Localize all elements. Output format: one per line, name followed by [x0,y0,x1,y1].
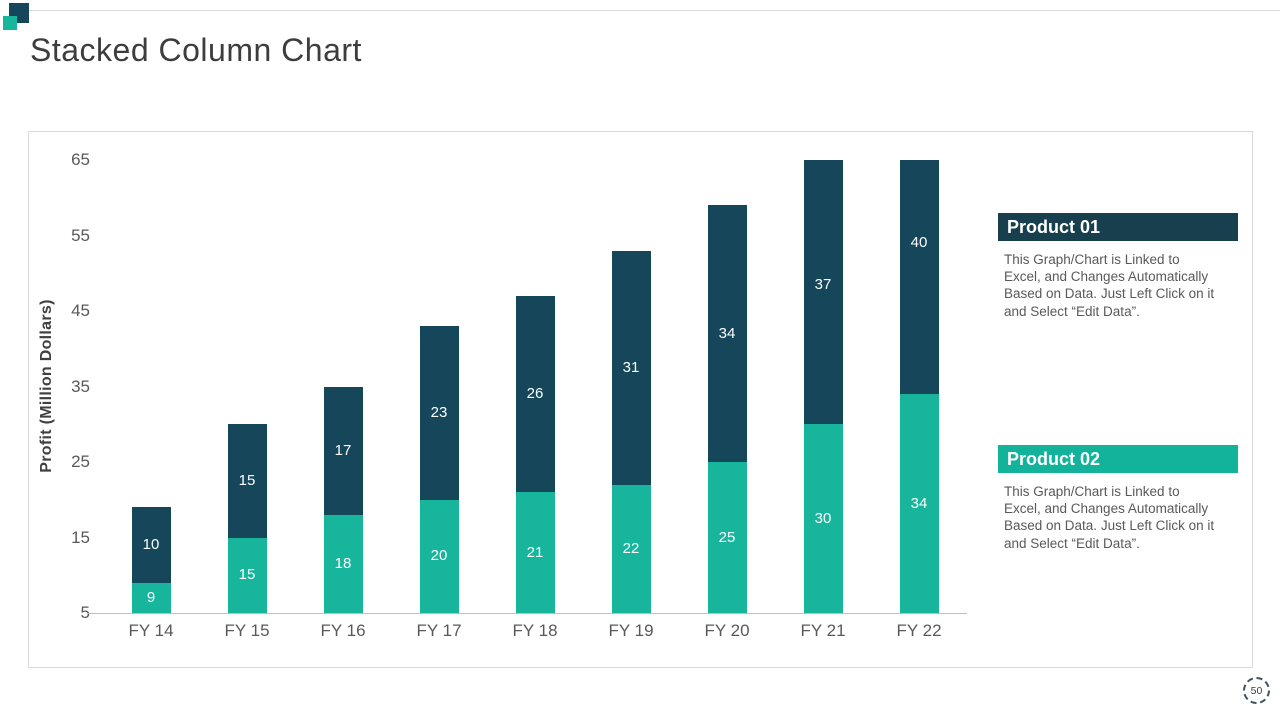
description-line: This Graph/Chart is Linked to [1004,484,1180,499]
bar-segment-product-01[interactable] [515,295,555,493]
bar-label-product-02: 20 [430,547,448,565]
y-axis-tick-label: 35 [71,376,90,396]
description-line: and Select “Edit Data”. [1004,535,1140,551]
bar-label-product-02: 25 [718,528,736,546]
description-line: Excel, and Changes Automatically [1004,269,1209,285]
bar-label-product-01: 23 [430,403,448,421]
bar-segment-product-02[interactable] [611,484,651,613]
y-axis-tick-label: 5 [80,603,90,622]
description-line: Excel, and Changes Automatically [1004,501,1209,517]
bar-label-product-02: 18 [334,554,352,572]
bar-label-product-01: 26 [526,385,544,403]
bar-segment-product-02[interactable] [419,499,459,613]
bar-segment-product-01[interactable] [611,250,651,485]
legend-product-01-header: Product 01 [998,213,1238,241]
bar-label-product-01: 17 [334,441,352,459]
bar-label-product-01: 10 [142,536,160,554]
bar-segment-product-01[interactable] [899,160,939,395]
description-line: This Graph/Chart is Linked to [1004,252,1180,267]
y-axis-tick-label: 15 [71,527,90,547]
legend-product-02-description: This Graph/Chart is Linked to Excel, and … [1004,483,1242,552]
page-number-badge: 50 [1243,677,1270,704]
x-axis-category-label: FY 21 [800,621,846,640]
bar-segment-product-02[interactable] [131,582,171,613]
bar-label-product-01: 37 [814,275,832,293]
y-axis-tick-label: 55 [71,225,90,245]
page-title: Stacked Column Chart [30,32,362,68]
bar-segment-product-02[interactable] [899,394,939,613]
x-axis-category-label: FY 20 [704,621,750,640]
y-axis-tick-label: 65 [71,150,90,169]
bar-label-product-01: 40 [910,234,928,252]
bar-label-product-02: 22 [622,539,640,557]
page-number: 50 [1250,684,1263,697]
decorative-teal-square-icon [3,16,17,30]
legend-product-02-header: Product 02 [998,445,1238,473]
x-axis-line [87,613,967,614]
x-axis-category-label: FY 15 [224,621,270,640]
bar-segment-product-02[interactable] [803,424,843,613]
bar-segment-product-02[interactable] [227,537,267,613]
x-axis-category-label: FY 17 [416,621,462,640]
bar-label-product-01: 15 [238,471,256,489]
bar-segment-product-01[interactable] [707,205,747,462]
bar-segment-product-01[interactable] [419,326,459,500]
bar-segment-product-01[interactable] [323,386,363,515]
y-axis-tick-label: 45 [71,301,90,320]
bar-label-product-02: 21 [526,543,544,561]
bar-label-product-02: 30 [814,509,832,527]
bar-segment-product-01[interactable] [803,160,843,425]
bar-label-product-02: 9 [146,588,156,606]
y-axis-tick-label: 25 [71,452,90,471]
x-axis-category-label: FY 19 [608,621,654,640]
bar-segment-product-01[interactable] [227,424,267,538]
bar-segment-product-02[interactable] [707,462,747,613]
legend-product-01-description: This Graph/Chart is Linked to Excel, and … [1004,251,1242,320]
bar-segment-product-01[interactable] [131,507,171,583]
x-axis-category-label: FY 22 [896,621,942,640]
bar-label-product-02: 34 [910,494,928,512]
top-divider-line [29,10,1280,11]
bar-label-product-02: 15 [238,566,256,584]
bar-segment-product-02[interactable] [515,492,555,613]
description-line: Based on Data. Just Left Click on it [1004,286,1215,302]
bar-label-product-01: 31 [622,358,640,376]
bar-label-product-01: 34 [718,324,736,342]
bar-segment-product-02[interactable] [323,514,363,613]
description-line: and Select “Edit Data”. [1004,303,1140,319]
x-axis-category-label: FY 18 [512,621,558,640]
description-line: Based on Data. Just Left Click on it [1004,518,1215,534]
x-axis-category-label: FY 16 [320,621,366,640]
x-axis-category-label: FY 14 [128,621,174,640]
